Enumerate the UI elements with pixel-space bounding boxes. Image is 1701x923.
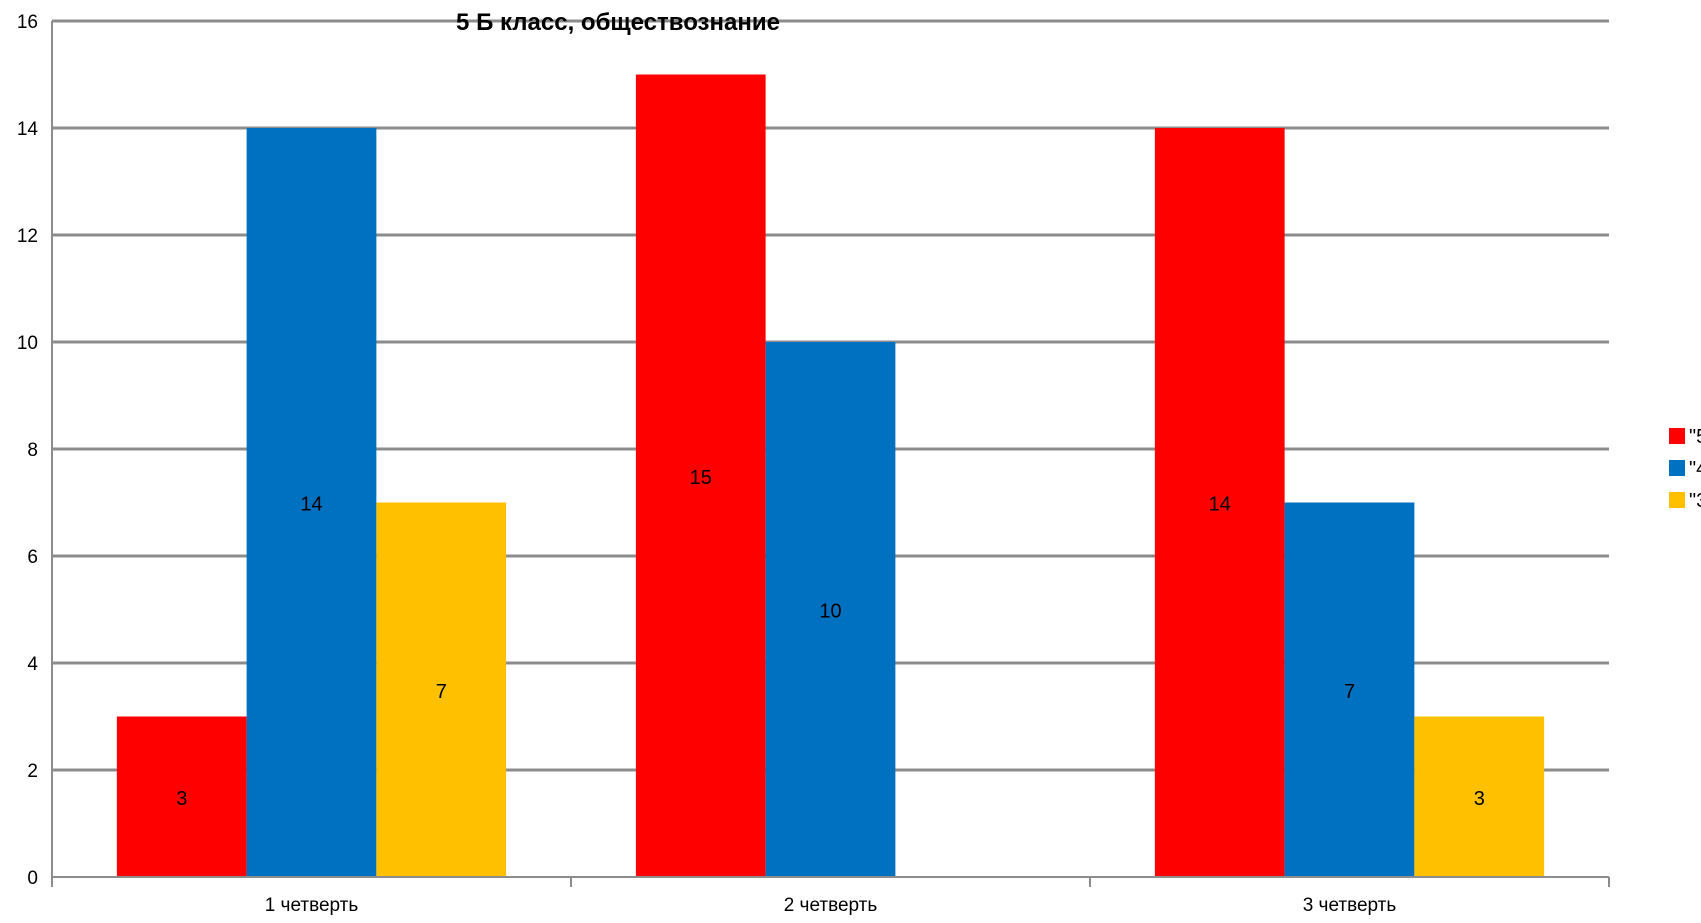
bar <box>1284 502 1415 877</box>
legend-label: "3" <box>1689 490 1701 512</box>
legend-label: "5" <box>1689 426 1701 448</box>
y-tick-label: 0 <box>27 868 38 889</box>
data-label: 7 <box>1344 681 1355 703</box>
y-tick-label: 10 <box>17 333 38 354</box>
data-label: 3 <box>176 788 187 810</box>
x-tick-label: 3 четверть <box>1303 895 1397 916</box>
y-tick-label: 4 <box>27 654 38 675</box>
legend-swatch <box>1669 492 1685 508</box>
y-tick-label: 16 <box>17 12 38 33</box>
data-label: 3 <box>1474 788 1485 810</box>
data-label: 14 <box>1209 494 1231 516</box>
data-label: 7 <box>436 681 447 703</box>
y-tick-label: 6 <box>27 547 38 568</box>
legend: "5" "4" "3" <box>1669 426 1701 512</box>
data-labels: 3 14 7 15 10 14 7 3 <box>176 467 1485 810</box>
bar <box>765 342 896 877</box>
bar <box>116 716 247 877</box>
y-tick-label: 8 <box>27 440 38 461</box>
axes: 0 2 4 6 8 10 12 14 16 1 четверть 2 четверть 3 четве… <box>17 12 1610 916</box>
x-tick-label: 2 четверть <box>784 895 878 916</box>
y-tick-label: 2 <box>27 761 38 782</box>
legend-label: "4" <box>1689 458 1701 480</box>
legend-swatch <box>1669 428 1685 444</box>
bars <box>116 74 1545 877</box>
y-tick-label: 12 <box>17 226 38 247</box>
bar <box>635 74 766 877</box>
data-label: 14 <box>300 494 322 516</box>
bar <box>1154 128 1285 877</box>
chart-title: 5 Б класс, обществознание <box>456 9 780 36</box>
legend-swatch <box>1669 460 1685 476</box>
y-tick-label: 14 <box>17 119 39 140</box>
data-label: 10 <box>819 601 841 623</box>
bar <box>376 502 507 877</box>
bar <box>246 128 377 877</box>
data-label: 15 <box>690 467 712 489</box>
bar <box>1414 716 1545 877</box>
x-tick-label: 1 четверть <box>265 895 359 916</box>
